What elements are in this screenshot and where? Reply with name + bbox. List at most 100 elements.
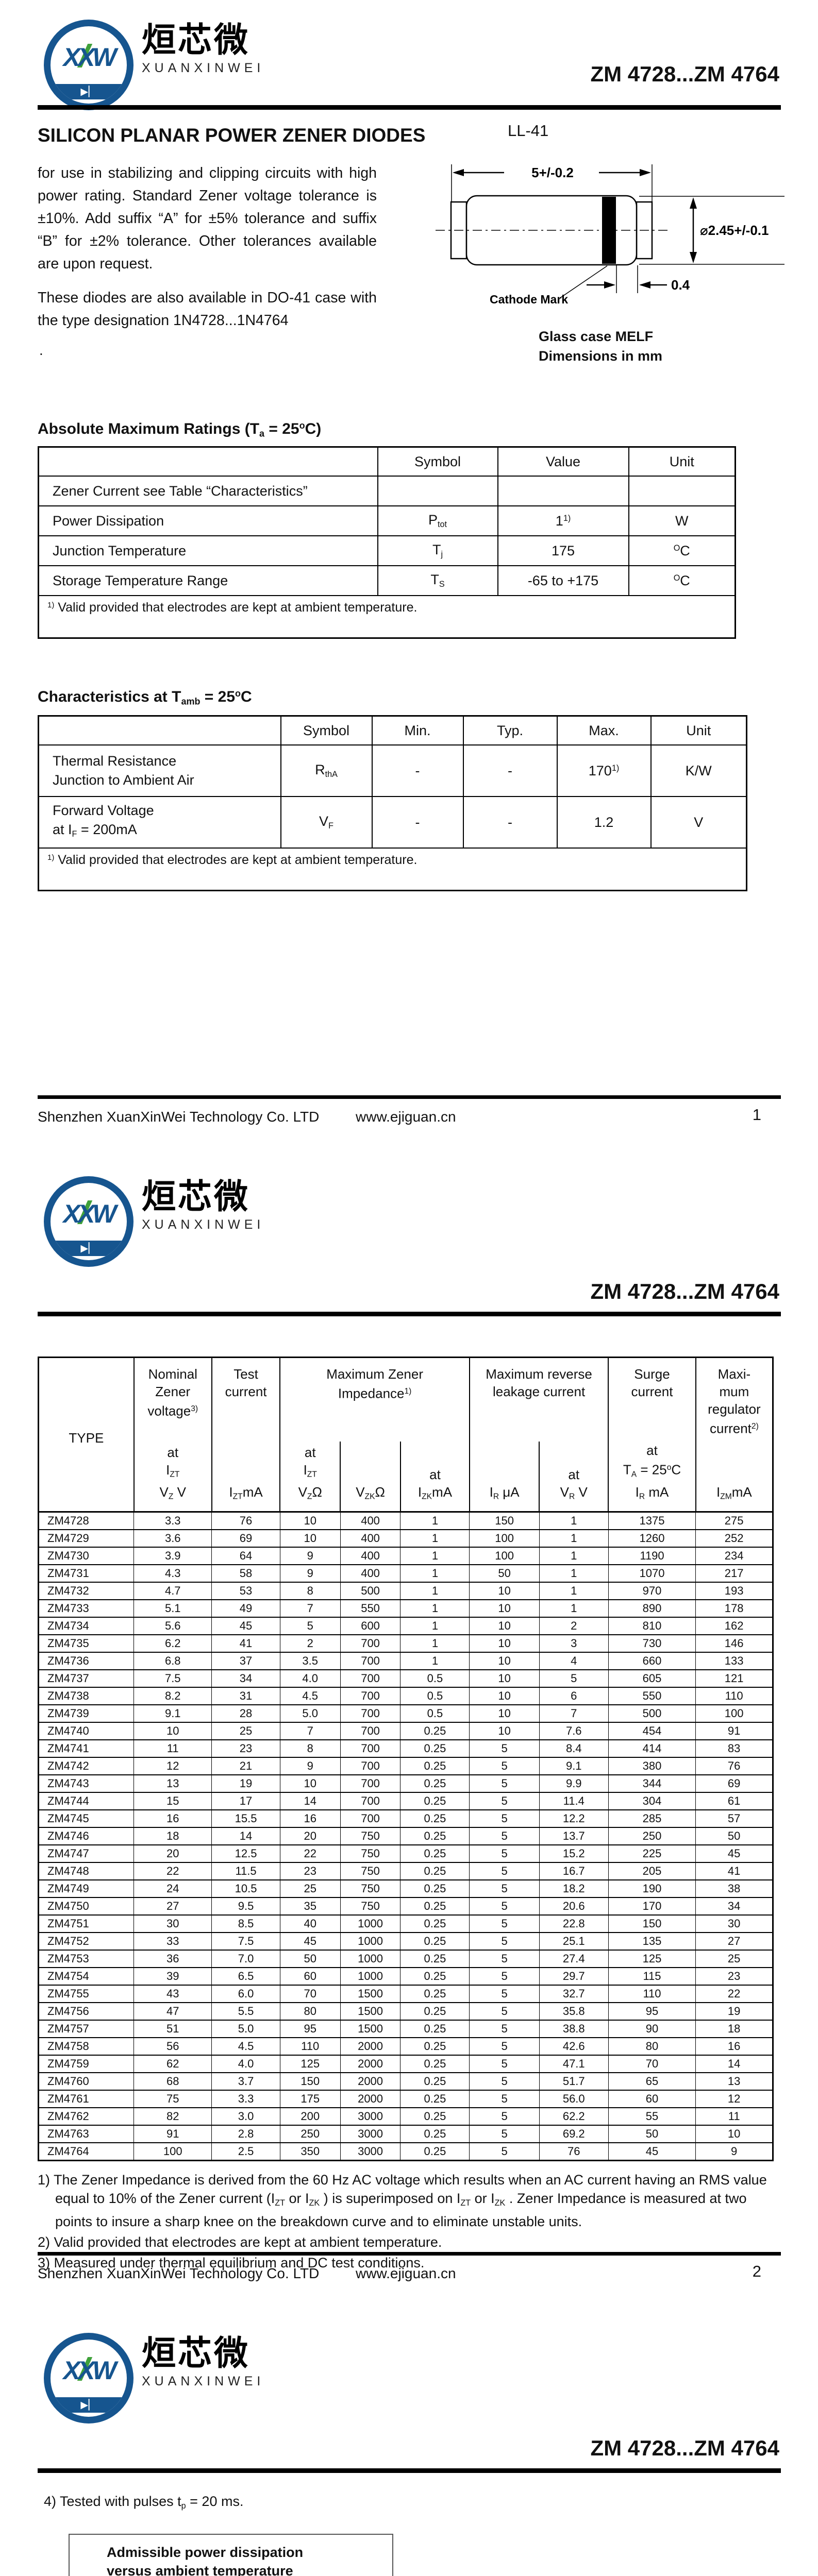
sub-header-row: at IZT VZ V IZTmA at IZT VZΩ VZKΩ at IZKmA IR… bbox=[39, 1442, 774, 1513]
value-cell: 0.25 bbox=[400, 1722, 470, 1740]
value-cell: 0.25 bbox=[400, 2037, 470, 2056]
value-cell: 76 bbox=[539, 2142, 609, 2161]
spec-symbol: RthA bbox=[280, 744, 373, 797]
value-cell: 38.8 bbox=[539, 2020, 609, 2038]
value-cell: 700 bbox=[340, 1757, 401, 1775]
value-cell: 15 bbox=[133, 1792, 212, 1810]
power-derating-chart: Admissible power dissipation versus ambi… bbox=[69, 2534, 393, 2576]
zener-table-row: ZM4734 5.6 45 5 600 1 10 2 810 162 bbox=[38, 1617, 773, 1635]
value-cell: 750 bbox=[340, 1862, 401, 1880]
value-cell: 3000 bbox=[340, 2107, 401, 2126]
value-cell: 10 bbox=[469, 1652, 540, 1670]
group-header-impedance: Maximum Zener Impedance1) bbox=[279, 1357, 470, 1442]
value-cell: 8 bbox=[279, 1739, 341, 1758]
value-cell: 45 bbox=[695, 1844, 773, 1863]
value-cell: 0.25 bbox=[400, 1792, 470, 1810]
value-cell: 890 bbox=[608, 1599, 696, 1618]
value-cell: 0.25 bbox=[400, 2072, 470, 2091]
sub-header-surge: at TA = 25oC IR mA bbox=[608, 1442, 696, 1513]
page-2: XXW ▶▏ 烜芯微 XUANXINWEI ZM 4728...ZM 4764 … bbox=[0, 1157, 818, 2313]
logo-words: 烜芯微 XUANXINWEI bbox=[142, 2333, 264, 2389]
value-cell: 217 bbox=[695, 1564, 773, 1583]
value-cell: 5 bbox=[469, 1862, 540, 1880]
value-cell: 95 bbox=[279, 2020, 341, 2038]
type-cell: ZM4729 bbox=[38, 1529, 135, 1548]
sub-header-izt: IZTmA bbox=[211, 1442, 281, 1513]
type-cell: ZM4753 bbox=[38, 1950, 135, 1968]
value-cell: 19 bbox=[695, 2002, 773, 2021]
logo-band: ▶▏ bbox=[51, 2397, 127, 2413]
value-cell: 810 bbox=[608, 1617, 696, 1635]
spec-label: Zener Current see Table “Characteristics… bbox=[38, 476, 378, 506]
table-row: Storage Temperature Range TS -65 to +175… bbox=[38, 565, 736, 596]
package-name: LL-41 bbox=[508, 122, 549, 140]
spec-label: Thermal Resistance Junction to Ambient Ai… bbox=[38, 744, 281, 797]
value-cell: 43 bbox=[133, 1985, 212, 2003]
value-cell: 47.1 bbox=[539, 2055, 609, 2073]
value-cell: 5 bbox=[469, 1757, 540, 1775]
value-cell: 193 bbox=[695, 1582, 773, 1600]
logo-company-en: XUANXINWEI bbox=[142, 2374, 265, 2388]
length-dimension-label: 5+/-0.2 bbox=[531, 165, 574, 180]
header-rule bbox=[38, 2468, 781, 2473]
value-cell: 1000 bbox=[340, 1914, 401, 1933]
type-cell: ZM4760 bbox=[38, 2072, 135, 2091]
type-cell: ZM4739 bbox=[38, 1704, 135, 1723]
value-cell: 7.5 bbox=[133, 1669, 212, 1688]
value-cell: 50 bbox=[279, 1950, 341, 1968]
value-cell: 6.2 bbox=[133, 1634, 212, 1653]
zener-table-row: ZM4749 24 10.5 25 750 0.25 5 18.2 190 38 bbox=[38, 1879, 773, 1898]
spec-unit: V bbox=[650, 796, 747, 849]
value-cell: 3.3 bbox=[211, 2090, 280, 2108]
value-cell: 3.0 bbox=[211, 2107, 280, 2126]
logo-diode-icon: ▶▏ bbox=[80, 2399, 97, 2411]
value-cell: 1 bbox=[539, 1529, 609, 1548]
value-cell: 0.25 bbox=[400, 2020, 470, 2038]
logo-monogram: XXW bbox=[63, 2356, 117, 2385]
value-cell: 0.25 bbox=[400, 2107, 470, 2126]
value-cell: 35.8 bbox=[539, 2002, 609, 2021]
sub-header-izk: at IZKmA bbox=[399, 1442, 470, 1513]
logo-mark-icon: XXW ▶▏ bbox=[44, 2333, 133, 2424]
value-cell: 550 bbox=[608, 1687, 696, 1705]
group-header-type: TYPE bbox=[38, 1357, 135, 1512]
value-cell: 5 bbox=[469, 1914, 540, 1933]
value-cell: 17 bbox=[211, 1792, 280, 1810]
value-cell: 500 bbox=[340, 1582, 401, 1600]
value-cell: 1260 bbox=[608, 1529, 696, 1548]
value-cell: 34 bbox=[695, 1897, 773, 1916]
type-cell: ZM4762 bbox=[38, 2107, 135, 2126]
value-cell: 9.1 bbox=[133, 1704, 212, 1723]
value-cell: 5.1 bbox=[133, 1599, 212, 1618]
value-cell: 7 bbox=[539, 1704, 609, 1723]
value-cell: 3000 bbox=[340, 2125, 401, 2143]
zener-table-row: ZM4753 36 7.0 50 1000 0.25 5 27.4 125 25 bbox=[38, 1950, 773, 1968]
spec-symbol bbox=[377, 476, 498, 506]
value-cell: 0.25 bbox=[400, 2090, 470, 2108]
value-cell: 39 bbox=[133, 1967, 212, 1986]
footnote-row: 1) Valid provided that electrodes are ke… bbox=[38, 595, 736, 639]
value-cell: 1 bbox=[400, 1652, 470, 1670]
footnote: 1) Valid provided that electrodes are ke… bbox=[38, 595, 736, 639]
value-cell: 56 bbox=[133, 2037, 212, 2056]
value-cell: 344 bbox=[608, 1774, 696, 1793]
value-cell: 5 bbox=[469, 1985, 540, 2003]
group-header-nominal-voltage: Nominal Zener voltage3) bbox=[133, 1357, 212, 1442]
value-cell: 150 bbox=[279, 2072, 341, 2091]
value-cell: 750 bbox=[340, 1879, 401, 1898]
notes-list: 1) The Zener Impedance is derived from t… bbox=[38, 2171, 774, 2272]
value-cell: 12 bbox=[695, 2090, 773, 2108]
type-cell: ZM4759 bbox=[38, 2055, 135, 2073]
zener-table-row: ZM4733 5.1 49 7 550 1 10 1 890 178 bbox=[38, 1599, 773, 1618]
type-cell: ZM4751 bbox=[38, 1914, 135, 1933]
case-caption: Glass case MELF bbox=[539, 329, 654, 344]
zener-table-row: ZM4759 62 4.0 125 2000 0.25 5 47.1 70 14 bbox=[38, 2055, 773, 2073]
blank-header-cell bbox=[38, 715, 281, 745]
type-cell: ZM4746 bbox=[38, 1827, 135, 1845]
value-cell: 10 bbox=[279, 1511, 341, 1530]
zener-table-row: ZM4752 33 7.5 45 1000 0.25 5 25.1 135 27 bbox=[38, 1932, 773, 1951]
value-cell: 4 bbox=[539, 1652, 609, 1670]
value-cell: 70 bbox=[608, 2055, 696, 2073]
value-cell: 250 bbox=[279, 2125, 341, 2143]
value-cell: 5 bbox=[469, 1792, 540, 1810]
